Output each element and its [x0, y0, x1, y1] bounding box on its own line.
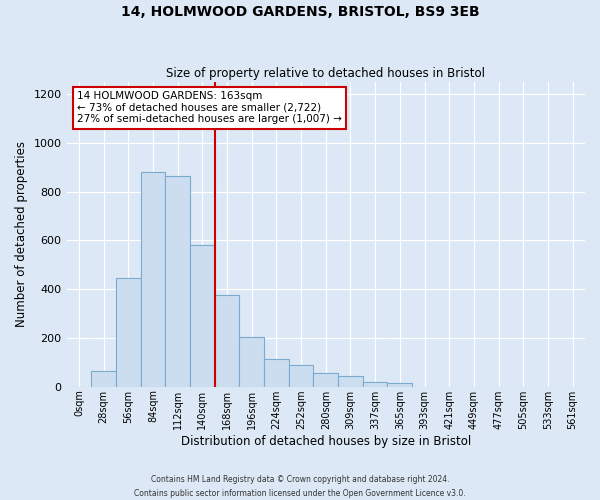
Bar: [313, 373, 338, 386]
Bar: [264, 358, 289, 386]
Bar: [289, 364, 313, 386]
Bar: [363, 382, 388, 386]
Bar: [116, 278, 140, 386]
Bar: [338, 376, 363, 386]
Bar: [239, 336, 264, 386]
Text: 14 HOLMWOOD GARDENS: 163sqm
← 73% of detached houses are smaller (2,722)
27% of : 14 HOLMWOOD GARDENS: 163sqm ← 73% of det…: [77, 91, 342, 124]
Text: 14, HOLMWOOD GARDENS, BRISTOL, BS9 3EB: 14, HOLMWOOD GARDENS, BRISTOL, BS9 3EB: [121, 5, 479, 19]
Y-axis label: Number of detached properties: Number of detached properties: [15, 142, 28, 328]
Bar: [215, 296, 239, 386]
X-axis label: Distribution of detached houses by size in Bristol: Distribution of detached houses by size …: [181, 434, 471, 448]
Bar: [190, 246, 215, 386]
Bar: [388, 383, 412, 386]
Title: Size of property relative to detached houses in Bristol: Size of property relative to detached ho…: [166, 66, 485, 80]
Bar: [91, 371, 116, 386]
Text: Contains HM Land Registry data © Crown copyright and database right 2024.
Contai: Contains HM Land Registry data © Crown c…: [134, 476, 466, 498]
Bar: [165, 176, 190, 386]
Bar: [140, 172, 165, 386]
